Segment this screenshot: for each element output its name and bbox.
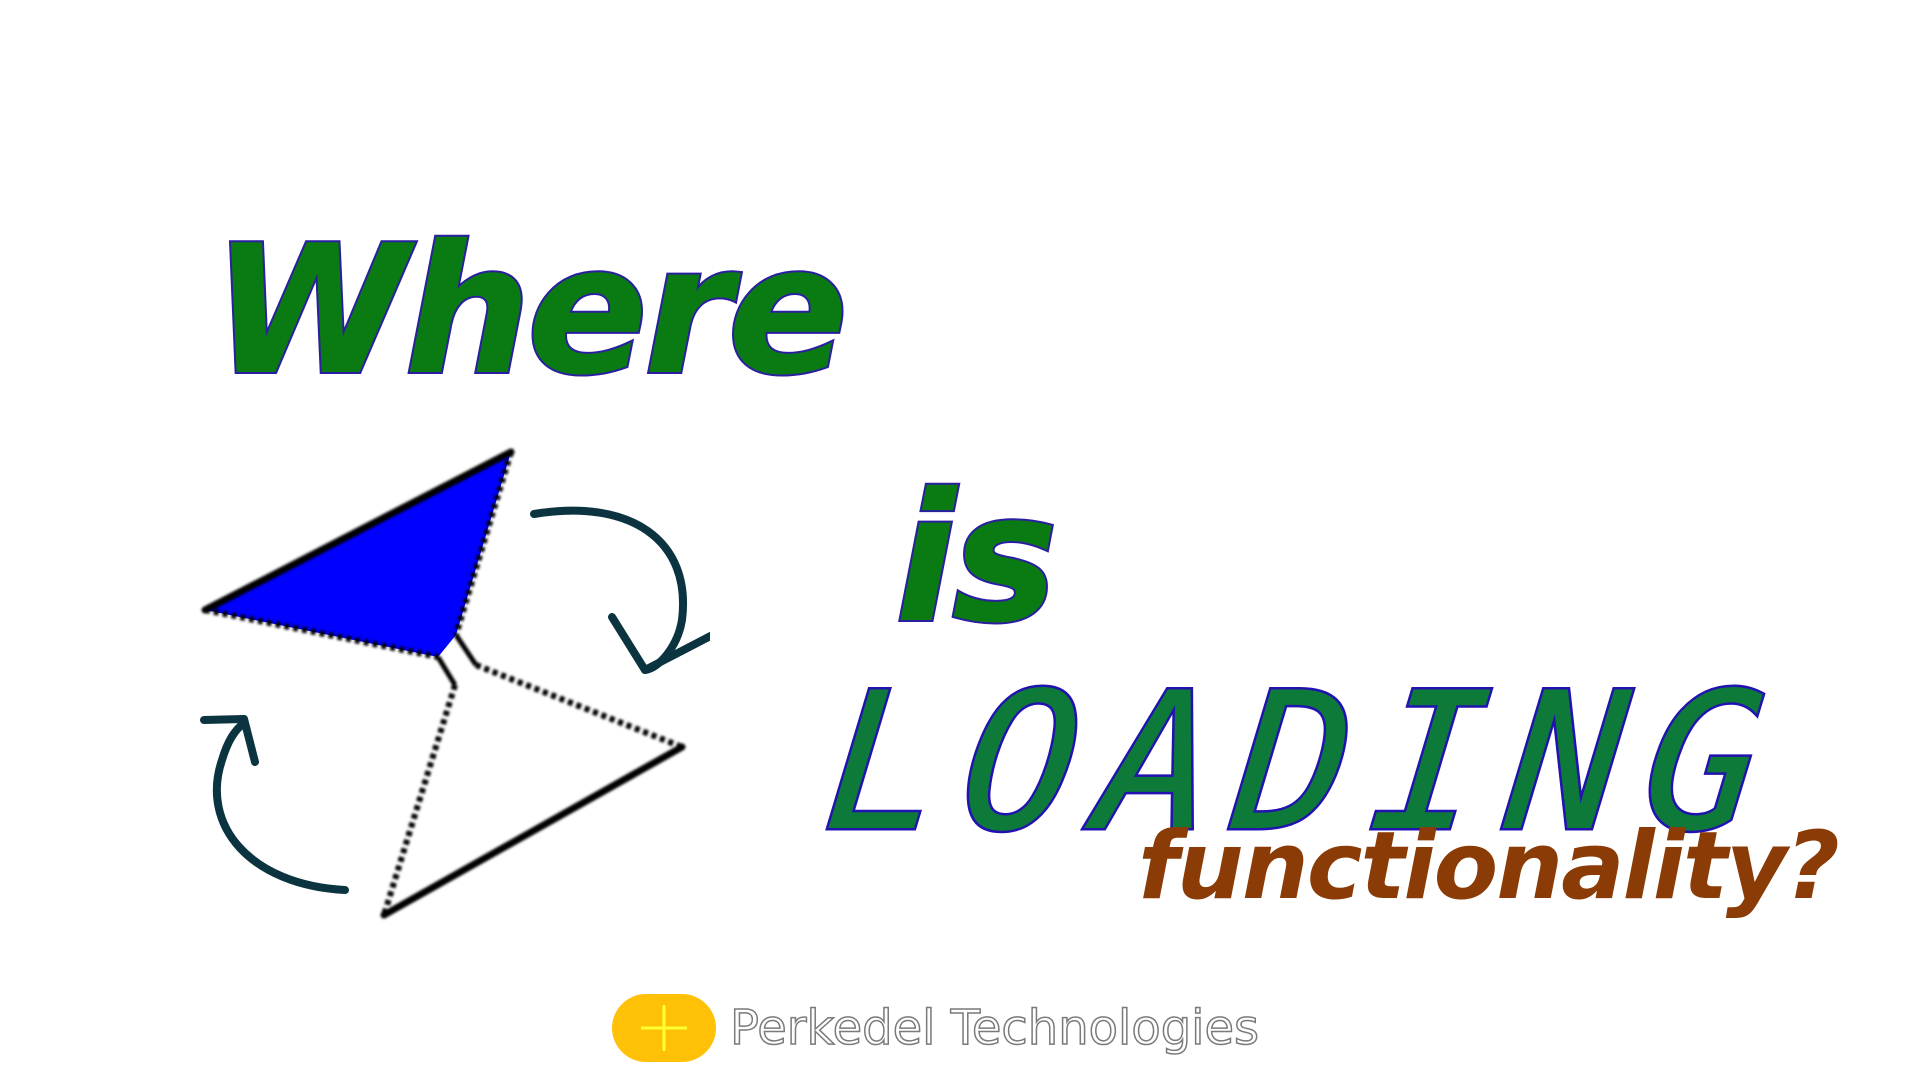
- hourglass-bottom-top-dotted-edge: [474, 662, 684, 750]
- arrow-bottom-left-curve: [213, 719, 349, 894]
- arrow-top-right-curve: [530, 506, 688, 674]
- headline-functionality: functionality?: [1138, 812, 1840, 921]
- brand-name: Perkedel Technologies: [729, 1000, 1260, 1056]
- headline-is: is: [893, 455, 1060, 662]
- hourglass-neck-edge: [453, 633, 479, 667]
- brand-badge: [612, 994, 716, 1062]
- plus-icon: [641, 1005, 687, 1051]
- arrow-bottom-left-head: [200, 715, 259, 766]
- hourglass-loading-icon: [200, 448, 710, 919]
- hourglass-top-chamber: [205, 452, 511, 657]
- hourglass-top-left-dotted-edge: [204, 607, 439, 660]
- brand-footer: Perkedel Technologies: [612, 992, 1260, 1064]
- hourglass-bottom-left-dotted-edge: [381, 684, 458, 916]
- hourglass-bottom-edge: [380, 743, 686, 919]
- hourglass-neck-edge-2: [435, 655, 458, 687]
- hourglass-icon: [201, 448, 686, 919]
- arrow-top-right-head: [608, 613, 710, 674]
- rotate-arrow-icon: [200, 506, 710, 894]
- hourglass-top-edge: [201, 448, 515, 614]
- hourglass-top-right-dotted-edge: [453, 451, 514, 636]
- headline-where: Where: [210, 207, 850, 414]
